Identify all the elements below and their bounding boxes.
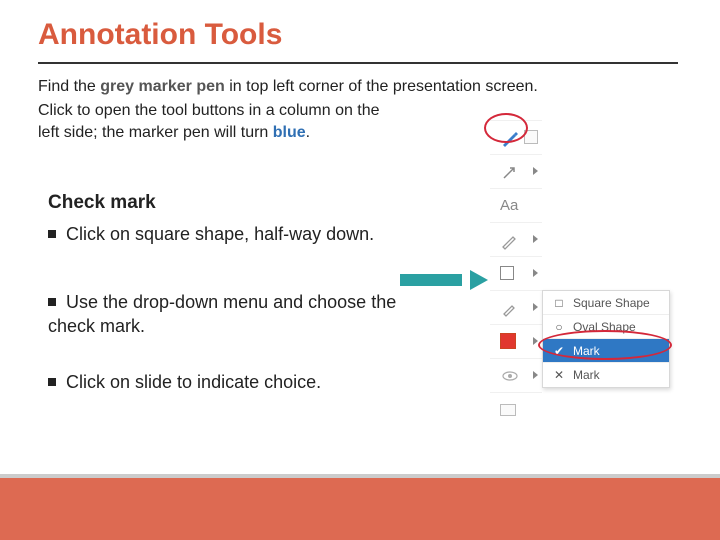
toolbar-screenshot: Aa [490,120,690,450]
chevron-right-icon [533,167,538,175]
card-icon [500,400,520,420]
square-icon [500,264,520,284]
intro-text: left side; the marker pen will turn [38,124,273,141]
tool-brush[interactable] [490,290,542,324]
square-shape-icon: □ [551,296,567,310]
tool-square[interactable] [490,256,542,290]
intro-text: Find the [38,78,100,95]
bullet-marker [48,298,56,306]
bullet-2: Use the drop-down menu and choose the ch… [48,290,408,339]
callout-circle-mark [538,330,672,360]
bullet-text: Click on square shape, half-way down. [66,224,374,244]
dropdown-item-mark-x[interactable]: ✕ Mark [543,363,669,387]
bullet-1: Click on square shape, half-way down. [48,222,374,246]
chevron-right-icon [533,371,538,379]
intro-line-1: Find the grey marker pen in top left cor… [38,78,538,96]
slide-title: Annotation Tools [38,18,282,52]
intro-text: Click to open the tool buttons in a colu… [38,102,380,119]
intro-text: in top left corner of the presentation s… [225,78,538,95]
eye-icon [500,366,520,386]
highlighter-icon [500,230,520,250]
chevron-right-icon [533,303,538,311]
tool-text[interactable]: Aa [490,188,542,222]
intro-text: . [306,124,310,141]
subheading: Check mark [48,192,156,214]
intro-line-2: Click to open the tool buttons in a colu… [38,100,380,143]
bullet-3: Click on slide to indicate choice. [48,370,321,394]
bullet-marker [48,378,56,386]
arrow-icon [500,162,520,182]
intro-bold: grey marker pen [100,78,225,95]
tool-color[interactable] [490,324,542,358]
tool-column: Aa [490,120,542,426]
intro-blue-word: blue [273,124,306,141]
brush-icon [500,298,520,318]
tool-card[interactable] [490,392,542,426]
tool-arrow[interactable] [490,154,542,188]
bullet-text: Click on slide to indicate choice. [66,372,321,392]
dropdown-label: Square Shape [573,296,650,310]
chevron-right-icon [533,269,538,277]
title-underline [38,62,678,64]
bullet-text: Use the drop-down menu and choose the ch… [48,292,396,336]
footer-band [0,478,720,540]
callout-arrow [400,270,488,290]
text-icon: Aa [500,196,520,216]
dropdown-label: Mark [573,368,600,382]
x-mark-icon: ✕ [551,368,567,382]
tool-highlighter[interactable] [490,222,542,256]
oval-shape-icon: ○ [551,320,567,334]
callout-circle-pen [484,113,528,143]
bullet-marker [48,230,56,238]
dropdown-item-square[interactable]: □ Square Shape [543,291,669,315]
color-swatch-icon [500,332,520,352]
tool-pen[interactable] [490,120,542,154]
tool-annotation[interactable] [490,358,542,392]
chevron-right-icon [533,235,538,243]
